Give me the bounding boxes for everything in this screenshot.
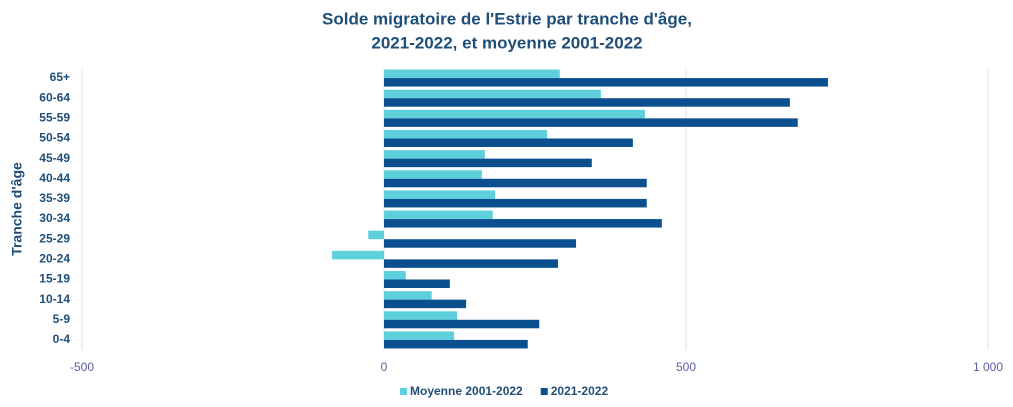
x-tick-label: 1 000 bbox=[973, 360, 1003, 374]
bar bbox=[384, 190, 496, 199]
x-tick-label: -500 bbox=[70, 360, 94, 374]
y-tick-label: 45-49 bbox=[39, 151, 70, 165]
bar bbox=[384, 311, 458, 320]
y-tick-label: 20-24 bbox=[39, 252, 70, 266]
chart-title: Solde migratoire de l'Estrie par tranche… bbox=[322, 9, 692, 28]
bar bbox=[384, 279, 450, 288]
y-tick-label: 65+ bbox=[50, 70, 70, 84]
bar bbox=[384, 271, 406, 280]
x-tick-label: 0 bbox=[381, 360, 388, 374]
y-tick-label: 15-19 bbox=[39, 272, 70, 286]
bar bbox=[384, 138, 633, 147]
bar bbox=[384, 210, 493, 220]
bar bbox=[384, 89, 601, 99]
y-tick-label: 50-54 bbox=[39, 131, 70, 145]
y-tick-label: 5-9 bbox=[53, 312, 71, 326]
bar bbox=[332, 250, 384, 260]
bar bbox=[384, 98, 790, 107]
bar bbox=[384, 331, 455, 340]
bar bbox=[384, 170, 482, 179]
chart-title: 2021-2022, et moyenne 2001-2022 bbox=[371, 33, 642, 52]
bar bbox=[384, 130, 548, 139]
bar bbox=[368, 230, 384, 240]
bar bbox=[384, 291, 432, 300]
y-tick-label: 10-14 bbox=[39, 292, 70, 306]
y-tick-label: 35-39 bbox=[39, 191, 70, 205]
bar bbox=[384, 299, 467, 309]
y-tick-label: 30-34 bbox=[39, 211, 70, 225]
legend-label: 2021-2022 bbox=[551, 384, 609, 398]
y-tick-label: 40-44 bbox=[39, 171, 70, 185]
legend-label: Moyenne 2001-2022 bbox=[410, 384, 523, 398]
bar bbox=[384, 178, 647, 188]
bar bbox=[384, 78, 828, 87]
y-tick-label: 0-4 bbox=[53, 332, 71, 346]
bar bbox=[384, 259, 558, 268]
y-tick-label: 25-29 bbox=[39, 231, 70, 245]
bar bbox=[384, 319, 540, 329]
bar bbox=[384, 158, 592, 168]
legend-swatch bbox=[540, 388, 548, 395]
legend-swatch bbox=[400, 388, 407, 395]
bar bbox=[384, 69, 560, 79]
bar bbox=[384, 219, 662, 228]
bar bbox=[384, 239, 577, 248]
bar bbox=[384, 109, 645, 119]
y-tick-label: 55-59 bbox=[39, 111, 70, 125]
bar bbox=[384, 118, 798, 127]
y-tick-label: 60-64 bbox=[39, 90, 70, 104]
bar bbox=[384, 150, 485, 159]
y-axis-label: Tranche d'âge bbox=[9, 162, 25, 256]
x-tick-label: 500 bbox=[676, 360, 696, 374]
bar bbox=[384, 339, 528, 349]
bar bbox=[384, 198, 647, 208]
